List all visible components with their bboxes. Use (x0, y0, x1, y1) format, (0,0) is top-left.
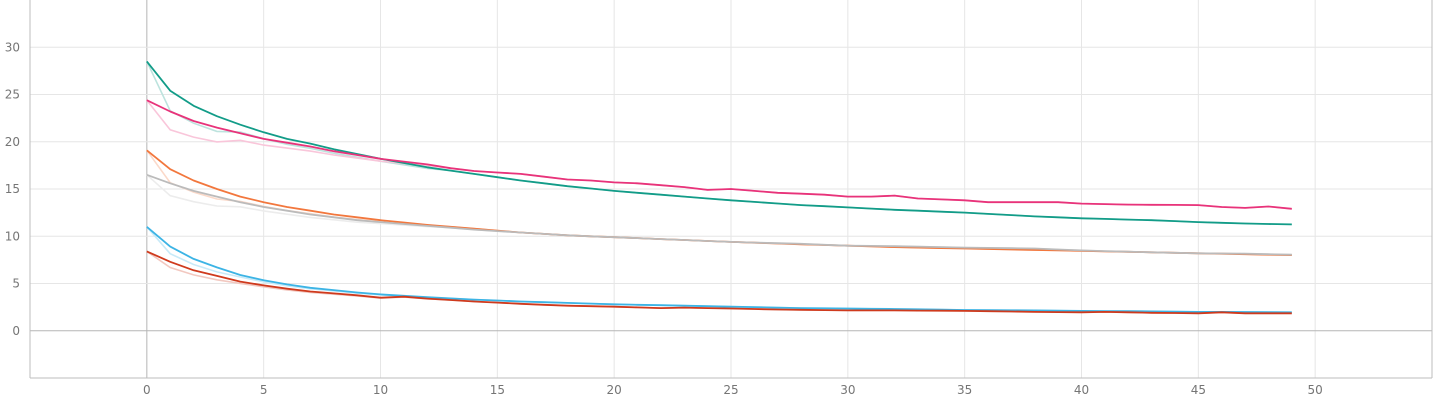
smoothed-series-lines (146, 60, 1292, 315)
series-line (146, 60, 1292, 226)
x-tick-label: 25 (723, 383, 738, 397)
x-tick-label: 45 (1191, 383, 1206, 397)
y-tick-label: 0 (12, 324, 20, 338)
x-tick-label: 40 (1074, 383, 1089, 397)
raw-series-line (146, 99, 1292, 210)
series-line (146, 173, 1292, 256)
y-tick-label: 25 (5, 88, 20, 102)
raw-series-lines (146, 61, 1292, 315)
y-tick-label: 15 (5, 182, 20, 196)
y-tick-label: 30 (5, 40, 20, 54)
x-tick-label: 10 (373, 383, 388, 397)
x-tick-label: 50 (1308, 383, 1323, 397)
axes (29, 0, 1433, 379)
series-line (146, 226, 1292, 314)
series-line (146, 250, 1292, 315)
series-line (146, 99, 1292, 210)
y-tick-label: 5 (12, 277, 20, 291)
y-tick-label: 20 (5, 135, 20, 149)
x-tick-label: 20 (607, 383, 622, 397)
raw-series-line (146, 250, 1292, 315)
x-tick-labels: 0 5 10 15 20 25 30 35 40 45 50 (143, 383, 1323, 397)
raw-series-line (146, 149, 1292, 256)
x-tick-label: 0 (143, 383, 151, 397)
x-tick-label: 15 (490, 383, 505, 397)
y-tick-label: 10 (5, 229, 20, 243)
x-tick-label: 35 (957, 383, 972, 397)
y-tick-labels: 0 5 10 15 20 25 30 (5, 40, 20, 338)
raw-series-line (146, 226, 1292, 314)
x-tick-label: 30 (840, 383, 855, 397)
grid-lines (30, 0, 1432, 378)
series-line (146, 149, 1292, 256)
x-tick-label: 5 (260, 383, 268, 397)
